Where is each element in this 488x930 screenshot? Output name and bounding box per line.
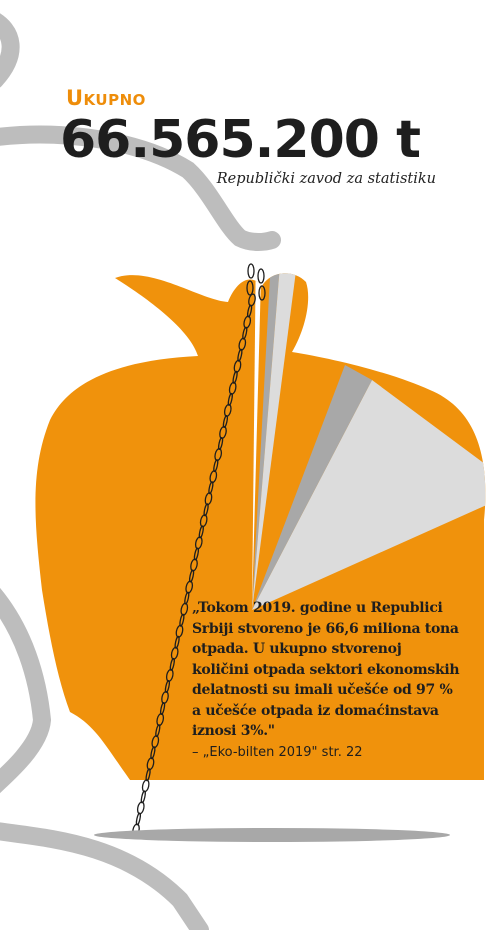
chain-link xyxy=(164,679,170,694)
chain-link xyxy=(198,525,204,539)
chain-link xyxy=(233,359,242,373)
chain-link xyxy=(161,690,169,705)
chain-link xyxy=(193,547,199,561)
chain-link xyxy=(156,713,165,727)
chain-link xyxy=(214,448,223,462)
chain-link xyxy=(190,558,198,572)
quote-block: „Tokom 2019. godine u Republici Srbiji s… xyxy=(192,598,462,764)
chain-link xyxy=(169,657,175,671)
chain-link xyxy=(243,315,252,329)
chain-link-top-right xyxy=(257,268,265,284)
chain-link xyxy=(219,425,227,440)
pie-slice-dark-gray xyxy=(252,365,372,610)
hand-outline-top xyxy=(0,13,20,88)
chain-link xyxy=(135,812,141,826)
total-value: 66.565.200 t xyxy=(60,110,421,170)
chain-link xyxy=(174,635,180,649)
chain-link xyxy=(222,414,228,429)
chain-link xyxy=(136,801,145,815)
source-label: Republički zavod za statistiku xyxy=(216,171,436,187)
chain-link xyxy=(140,790,146,804)
chain-link xyxy=(248,293,256,307)
chain-link xyxy=(238,337,247,351)
chain-link xyxy=(232,370,238,384)
chain-link xyxy=(180,602,189,616)
chain-link-top-left-2 xyxy=(246,280,254,296)
quote-citation: – „Eko-bilten 2019" str. 22 xyxy=(192,744,363,760)
pie-slice-white-line xyxy=(252,273,262,610)
chain-link xyxy=(146,757,155,771)
arm-outline-upper xyxy=(0,125,281,251)
total-label: Ukupno xyxy=(66,86,146,110)
arm-outline-left xyxy=(0,588,52,794)
chain-link xyxy=(209,470,218,484)
chain-link-top-right-2 xyxy=(258,285,266,301)
pie-slice-light-gray-large xyxy=(252,380,486,610)
chain-link xyxy=(204,492,213,506)
chain-link xyxy=(227,392,233,406)
chain-link-top-left xyxy=(247,263,255,279)
chain-link xyxy=(175,624,184,638)
arm-outline-bottom xyxy=(0,822,209,930)
quote-text: „Tokom 2019. godine u Republici Srbiji s… xyxy=(192,600,460,739)
chain-link xyxy=(151,735,160,749)
chain-link xyxy=(141,779,150,793)
pie-slice-light-gray-thin xyxy=(252,273,300,610)
chain-link xyxy=(185,580,194,594)
chain-link xyxy=(145,768,151,782)
hanging-chain xyxy=(132,263,266,837)
chain-link xyxy=(203,503,209,517)
scale-base xyxy=(94,828,450,842)
